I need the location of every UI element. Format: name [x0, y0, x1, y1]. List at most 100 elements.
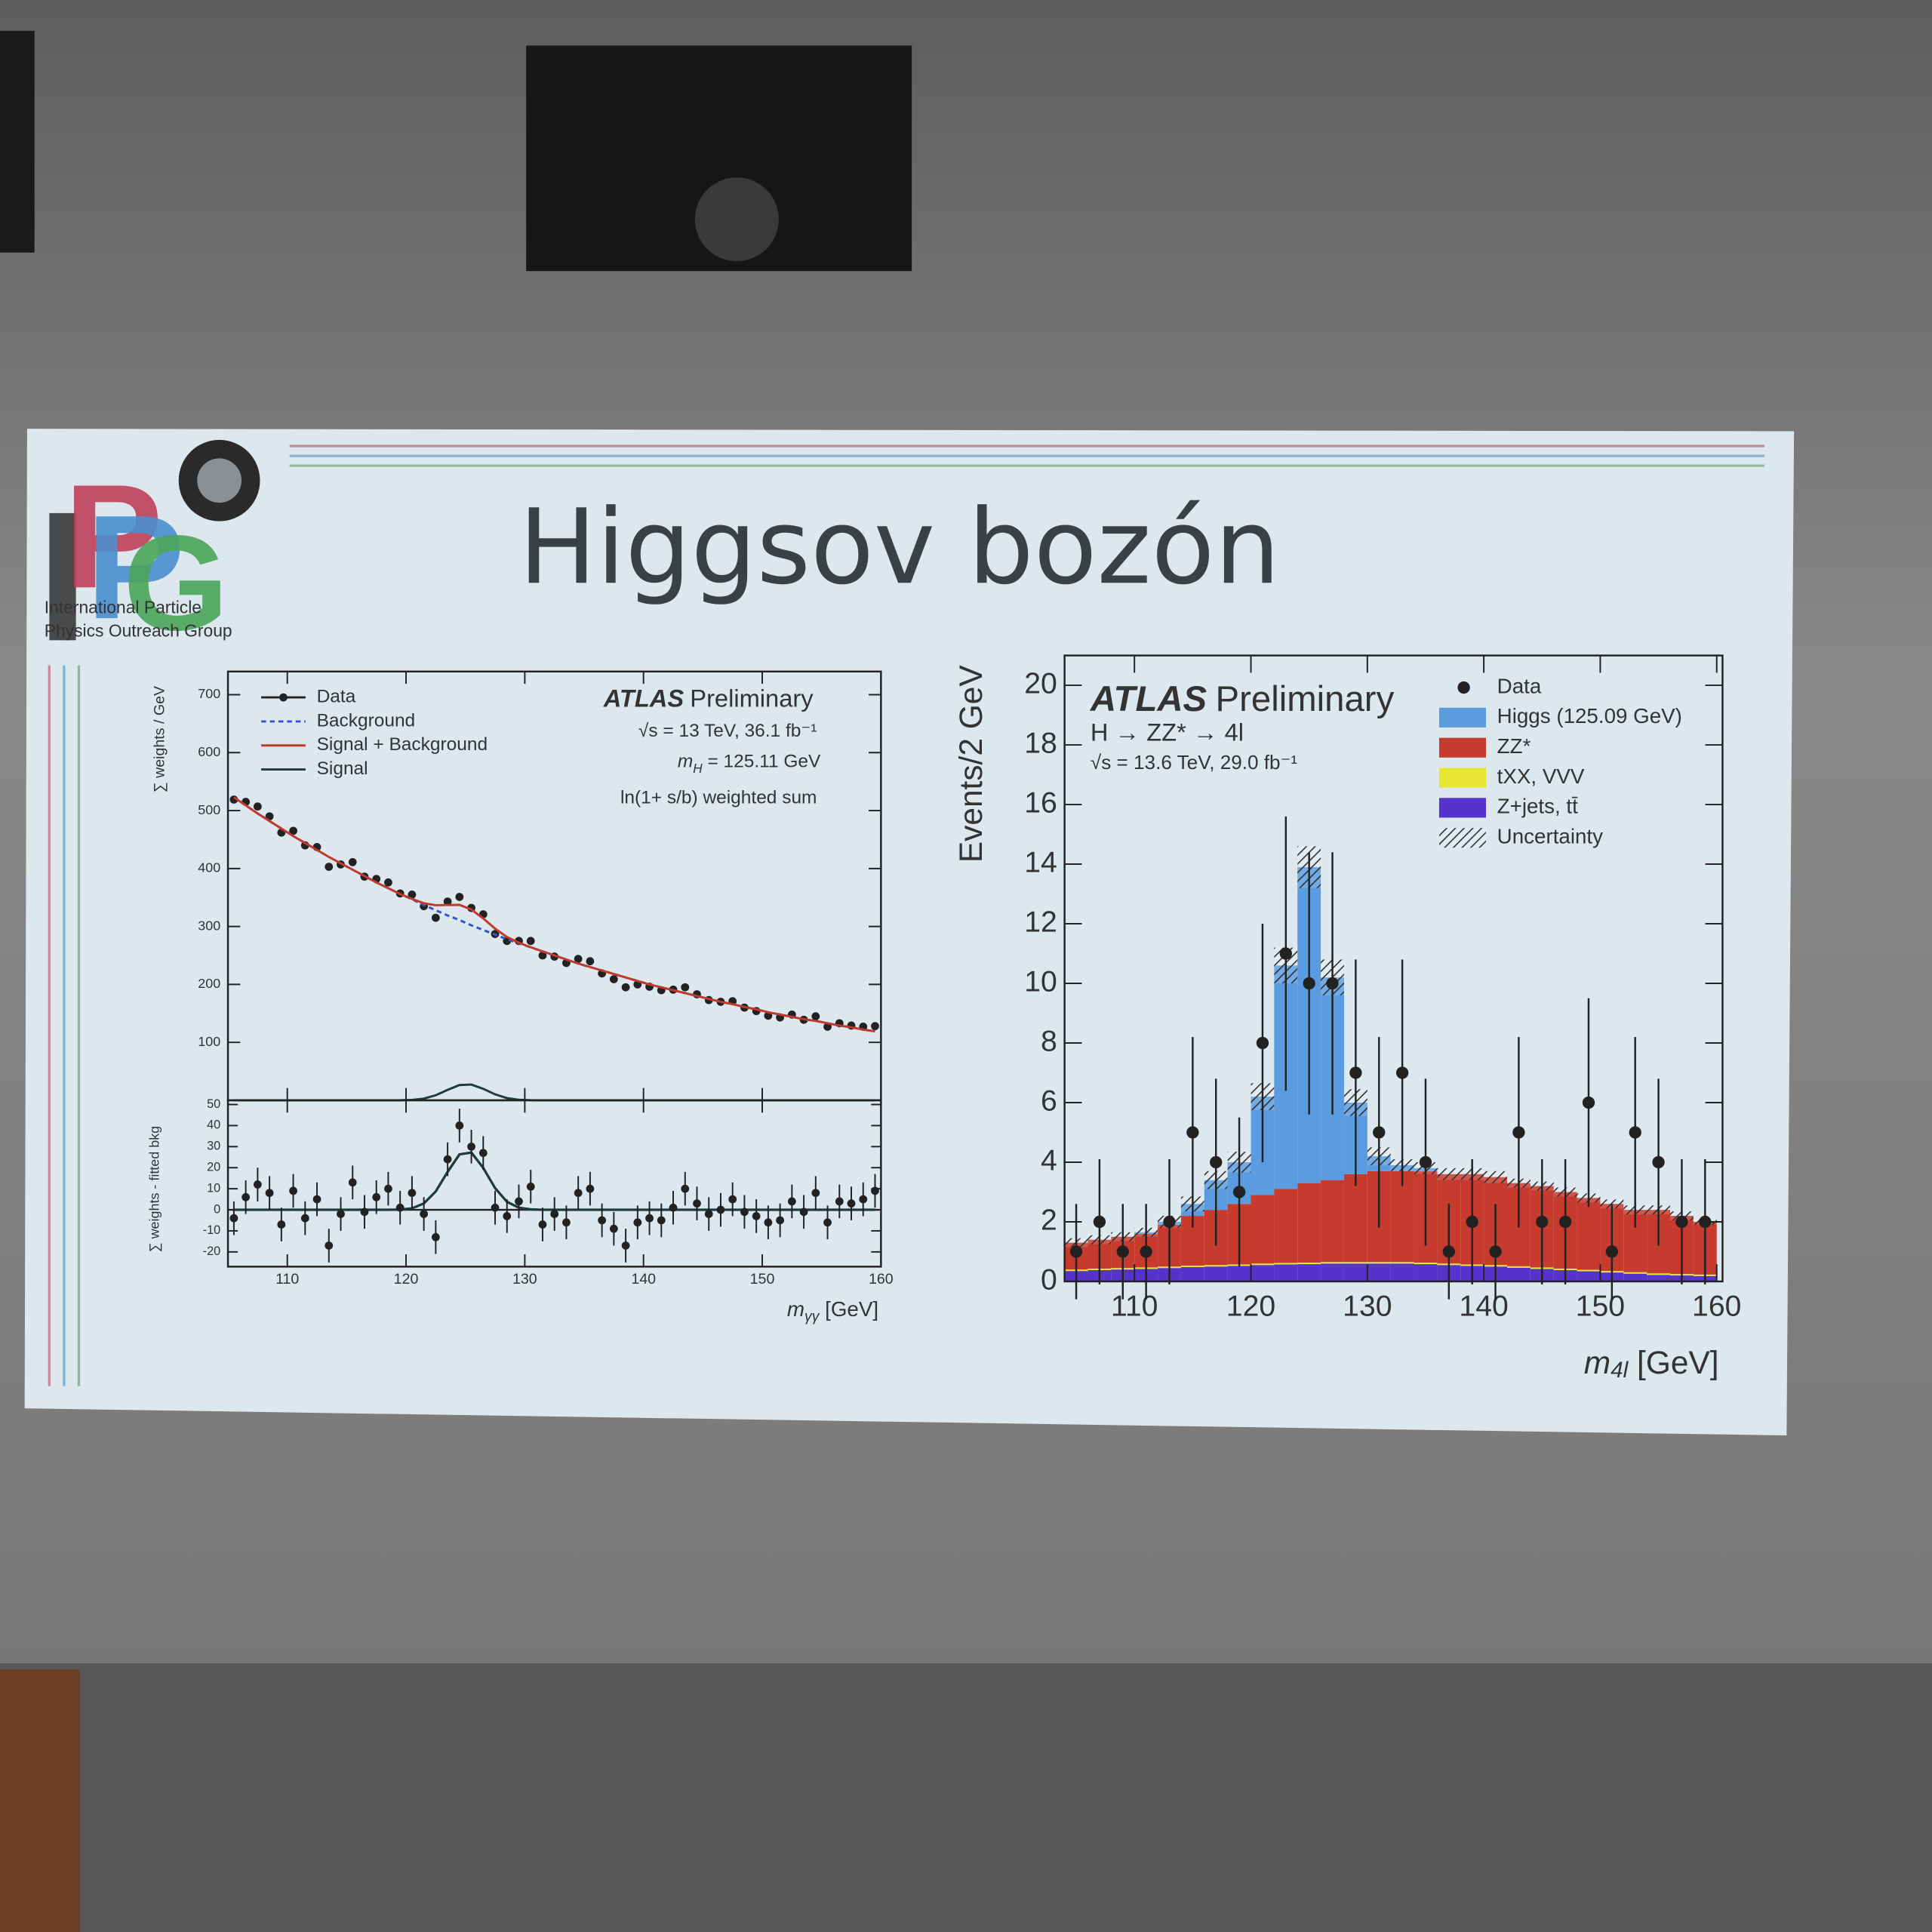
data-point: [586, 957, 595, 966]
y-tick-label: 300: [198, 918, 220, 933]
lower-wall: [0, 1663, 1932, 1932]
door-edge: [0, 1669, 81, 1932]
histogram-bar: [1647, 1275, 1671, 1281]
data-point: [574, 955, 583, 964]
histogram-bar: [1506, 1267, 1531, 1281]
x-axis-label-rest: [GeV]: [1628, 1345, 1718, 1380]
data-point: [337, 1210, 345, 1219]
annotation: ln(1+ s/b) weighted sum: [620, 787, 817, 808]
histogram-bar: [1414, 1263, 1438, 1265]
data-point: [395, 1203, 405, 1212]
data-point: [348, 1178, 357, 1187]
x-axis-label: m4l [GeV]: [1584, 1345, 1719, 1383]
data-point: [645, 1214, 654, 1223]
y-tick-label: 200: [198, 976, 220, 991]
annotation-main: m: [678, 752, 693, 772]
histogram-bar: [1204, 1266, 1228, 1281]
annotation-sub: H: [693, 760, 703, 775]
y-tick-label: 700: [198, 686, 220, 701]
data-point: [443, 897, 452, 906]
histogram-bar: [1321, 1180, 1344, 1263]
slide-title: Higgsov bozón: [518, 488, 1280, 608]
projector-lens: [694, 177, 779, 262]
data-point: [325, 863, 334, 871]
data-point: [799, 1208, 808, 1217]
data-point: [1558, 1215, 1572, 1229]
histogram-bar: [1297, 1263, 1321, 1265]
data-point: [574, 1189, 583, 1198]
legend-label: Z+jets, tt̄: [1497, 795, 1578, 818]
legend-marker: [1457, 681, 1470, 694]
data-point: [847, 1199, 856, 1208]
y-tick-label: 30: [207, 1140, 220, 1153]
histogram-bar: [1577, 1198, 1601, 1270]
x-tick-label: 140: [631, 1271, 656, 1287]
y-tick-label: 18: [1024, 727, 1057, 759]
data-point: [372, 1192, 381, 1201]
data-point: [1069, 1245, 1083, 1258]
legend-swatch: [1438, 768, 1486, 788]
data-point: [467, 1142, 475, 1151]
data-point: [764, 1218, 773, 1227]
data-point: [586, 1184, 595, 1193]
data-point: [704, 1210, 713, 1219]
data-point: [752, 1212, 761, 1220]
x-tick-label: 120: [1226, 1291, 1275, 1323]
y-tick-label: 10: [207, 1181, 220, 1195]
data-point: [681, 983, 690, 992]
data-point: [431, 1232, 440, 1241]
data-point: [787, 1197, 796, 1206]
uncertainty-band: [1484, 1171, 1507, 1183]
atlas-status: Preliminary: [690, 684, 814, 712]
data-point: [1279, 947, 1292, 960]
data-point: [621, 1241, 630, 1250]
data-point: [325, 1241, 334, 1250]
histogram-bar: [1414, 1264, 1438, 1281]
legend-label: Background: [317, 710, 416, 731]
data-point: [253, 1180, 262, 1189]
histogram-bar: [1623, 1272, 1647, 1274]
y-tick-label: 8: [1041, 1025, 1057, 1057]
y-tick-label: 2: [1041, 1204, 1057, 1236]
histogram-bar: [1390, 1171, 1414, 1263]
data-point: [1256, 1036, 1269, 1050]
legend-label: Uncertainty: [1497, 825, 1603, 848]
data-point: [384, 878, 392, 887]
histogram-bar: [1251, 1195, 1275, 1264]
histogram-bar: [1274, 1264, 1298, 1281]
data-point: [1512, 1126, 1525, 1139]
atlas-label: ATLAS Preliminary: [603, 684, 814, 712]
x-axis-label-rest: [GeV]: [819, 1297, 878, 1321]
data-point: [515, 1197, 523, 1206]
y-tick-label: -20: [203, 1244, 221, 1258]
data-point: [811, 1189, 820, 1198]
legend-swatch: [1438, 707, 1486, 728]
data-point: [1303, 977, 1315, 990]
histogram-bar: [1506, 1266, 1531, 1268]
data-point: [538, 951, 547, 960]
legend-label: Signal + Background: [317, 734, 488, 755]
data-point: [681, 1184, 690, 1193]
data-point: [408, 891, 417, 899]
annotation: √s = 13.6 TeV, 29.0 fb⁻¹: [1091, 751, 1297, 774]
data-point: [1140, 1245, 1152, 1258]
y-tick-label: 14: [1024, 846, 1057, 878]
data-point: [229, 1214, 238, 1223]
annotation: √s = 13 TeV, 36.1 fb⁻¹: [638, 721, 817, 741]
data-point: [1699, 1215, 1712, 1229]
x-axis-label-main: m: [787, 1297, 804, 1321]
data-point: [420, 1210, 429, 1219]
data-point: [823, 1218, 832, 1227]
histogram-bar: [1297, 1264, 1321, 1281]
logo-letter: P: [86, 485, 185, 650]
data-point: [289, 1186, 297, 1195]
y-tick-label: 0: [214, 1202, 220, 1216]
data-point: [693, 1199, 701, 1208]
data-point: [1466, 1215, 1478, 1229]
y-tick-label: 100: [198, 1034, 220, 1049]
data-point: [503, 1212, 512, 1220]
annotation: mH = 125.11 GeV: [678, 752, 821, 775]
histogram-bar: [1204, 1265, 1228, 1267]
